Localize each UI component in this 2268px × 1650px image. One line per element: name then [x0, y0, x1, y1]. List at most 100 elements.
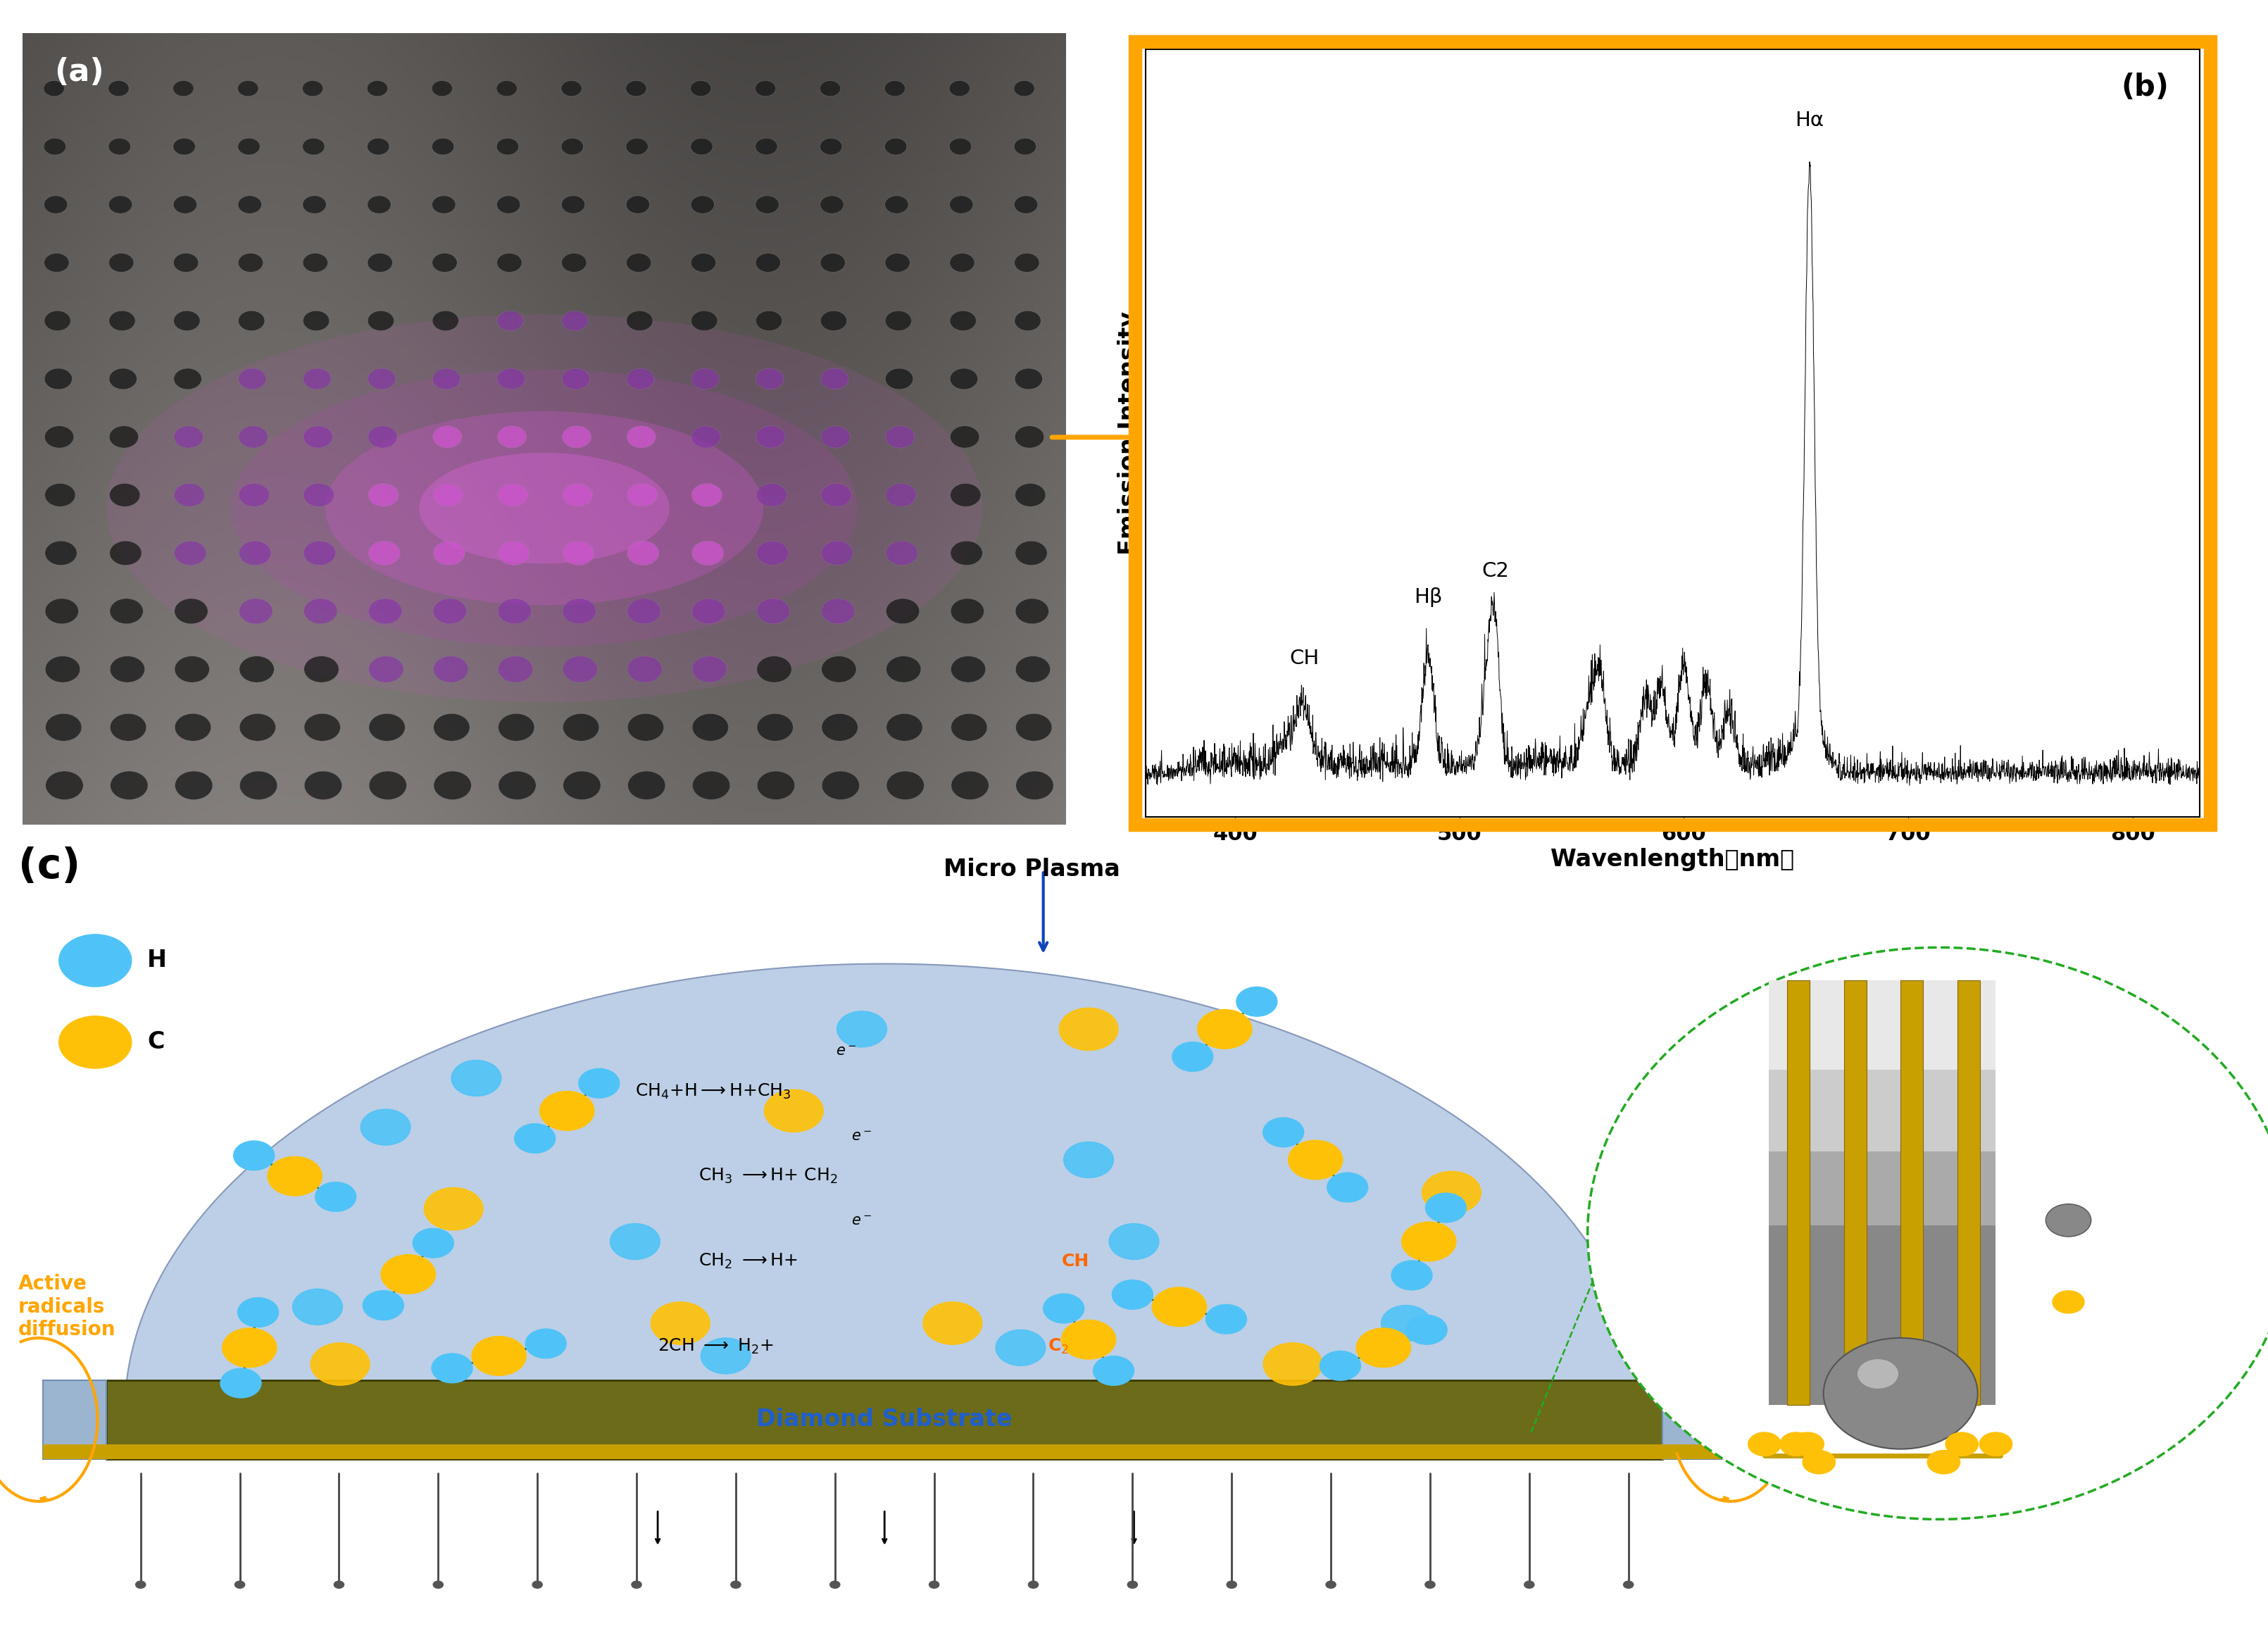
Circle shape	[45, 657, 79, 683]
Circle shape	[701, 1338, 751, 1374]
Circle shape	[304, 252, 329, 272]
Circle shape	[109, 139, 132, 155]
Text: CH$_3$ $\longrightarrow$H+ CH$_2$: CH$_3$ $\longrightarrow$H+ CH$_2$	[699, 1167, 837, 1185]
Circle shape	[311, 1343, 370, 1386]
Circle shape	[1059, 1008, 1118, 1051]
Circle shape	[950, 81, 971, 96]
Circle shape	[431, 1353, 472, 1383]
Circle shape	[367, 368, 395, 389]
Polygon shape	[125, 964, 1644, 1412]
Bar	[1769, 1152, 1996, 1226]
Circle shape	[433, 541, 465, 566]
Circle shape	[930, 1581, 939, 1589]
Circle shape	[692, 252, 717, 272]
Circle shape	[562, 310, 587, 330]
Circle shape	[43, 81, 64, 96]
Circle shape	[109, 541, 141, 566]
Circle shape	[821, 196, 844, 213]
Circle shape	[755, 368, 785, 389]
Circle shape	[821, 139, 841, 155]
Circle shape	[1792, 1432, 1823, 1455]
Circle shape	[2046, 1204, 2091, 1236]
Circle shape	[1014, 196, 1039, 213]
Text: $e^-$: $e^-$	[850, 1214, 873, 1229]
Circle shape	[433, 713, 469, 741]
Circle shape	[1016, 599, 1048, 624]
Circle shape	[626, 368, 655, 389]
Circle shape	[821, 771, 860, 800]
Circle shape	[1014, 368, 1043, 389]
Circle shape	[626, 483, 658, 507]
Circle shape	[175, 713, 211, 741]
Circle shape	[1064, 1142, 1114, 1178]
Text: CH: CH	[1061, 1252, 1089, 1269]
Circle shape	[268, 1157, 322, 1196]
Circle shape	[1327, 1173, 1368, 1203]
Text: CNT Walls: CNT Walls	[2000, 1020, 2109, 1039]
Circle shape	[628, 771, 665, 800]
Circle shape	[837, 1011, 887, 1048]
Circle shape	[692, 196, 714, 213]
Circle shape	[497, 139, 519, 155]
Circle shape	[238, 483, 270, 507]
Circle shape	[692, 657, 726, 683]
Circle shape	[692, 139, 712, 155]
Circle shape	[293, 1289, 342, 1325]
Circle shape	[302, 81, 322, 96]
Circle shape	[692, 483, 721, 507]
Circle shape	[1424, 1581, 1436, 1589]
Circle shape	[562, 541, 594, 566]
Circle shape	[950, 310, 975, 330]
Circle shape	[381, 1254, 435, 1294]
Circle shape	[238, 139, 261, 155]
Circle shape	[996, 1330, 1046, 1366]
Circle shape	[109, 252, 134, 272]
Circle shape	[451, 1061, 501, 1096]
Circle shape	[497, 483, 528, 507]
Circle shape	[497, 368, 524, 389]
Text: $e^-$: $e^-$	[850, 1130, 873, 1143]
Text: C$_2$: C$_2$	[1048, 1336, 1068, 1355]
Circle shape	[950, 657, 987, 683]
Circle shape	[109, 368, 136, 389]
Circle shape	[45, 541, 77, 566]
Circle shape	[240, 771, 277, 800]
Ellipse shape	[107, 314, 982, 703]
Circle shape	[497, 81, 517, 96]
Circle shape	[628, 657, 662, 683]
Circle shape	[821, 599, 855, 624]
Circle shape	[1381, 1305, 1431, 1341]
Circle shape	[885, 139, 907, 155]
Circle shape	[1014, 81, 1034, 96]
Circle shape	[175, 771, 213, 800]
Circle shape	[497, 196, 519, 213]
Bar	[1769, 980, 1996, 1069]
Circle shape	[1857, 1360, 1898, 1389]
Circle shape	[431, 81, 451, 96]
Circle shape	[526, 1328, 567, 1358]
Circle shape	[175, 368, 202, 389]
Circle shape	[302, 196, 327, 213]
Circle shape	[315, 1181, 356, 1211]
Circle shape	[628, 541, 660, 566]
Circle shape	[821, 252, 846, 272]
Circle shape	[887, 713, 923, 741]
Circle shape	[626, 139, 649, 155]
Circle shape	[692, 771, 730, 800]
Circle shape	[950, 541, 982, 566]
Circle shape	[433, 657, 467, 683]
Circle shape	[240, 713, 277, 741]
Y-axis label: Emission Intensity: Emission Intensity	[1118, 312, 1141, 554]
Circle shape	[885, 368, 914, 389]
Circle shape	[222, 1328, 277, 1368]
Circle shape	[1402, 1223, 1456, 1261]
Text: (b): (b)	[2121, 73, 2168, 102]
Circle shape	[367, 541, 401, 566]
Circle shape	[1946, 1432, 1978, 1455]
Circle shape	[755, 310, 782, 330]
Circle shape	[1823, 1338, 1978, 1449]
Circle shape	[497, 252, 522, 272]
Circle shape	[238, 196, 261, 213]
Bar	[107, 1381, 1662, 1459]
Circle shape	[172, 196, 197, 213]
